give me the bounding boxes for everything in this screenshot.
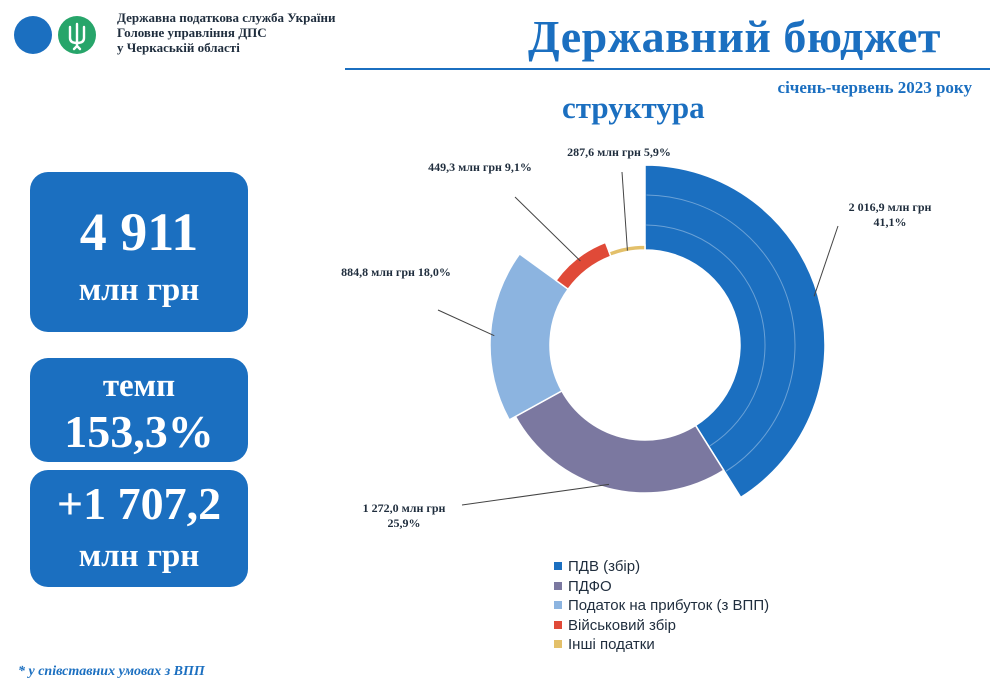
- legend-label-pdfo: ПДФО: [568, 577, 612, 595]
- leader-line-military: [514, 196, 581, 262]
- legend-item-pdv: ПДВ (збір): [554, 557, 769, 577]
- legend-label-military: Військовий збір: [568, 616, 676, 634]
- legend-swatch-military: [554, 620, 562, 629]
- slice-other: [608, 244, 646, 258]
- org-name-line1: Державна податкова служба України: [117, 10, 336, 25]
- leader-line-profit: [437, 309, 495, 337]
- chart-legend: ПДВ (збір) ПДФО Податок на прибуток (з ВПП…: [554, 557, 769, 655]
- total-revenue-value: 4 911: [79, 202, 199, 262]
- leader-line-other: [621, 171, 628, 251]
- period-label: січень-червень 2023 року: [777, 78, 972, 97]
- data-label-other: 287,6 млн грн 5,9%: [567, 145, 671, 159]
- org-name-line2: Головне управління ДПС: [117, 25, 267, 40]
- data-label-pdv: 2 016,9 млн грн: [849, 200, 932, 214]
- legend-swatch-pdv: [554, 562, 562, 570]
- data-label-pdfo-percent: 25,9%: [388, 516, 421, 530]
- legend-swatch-profit: [554, 601, 562, 609]
- leader-line-pdfo: [461, 483, 610, 506]
- slice-pdfo: [514, 389, 725, 494]
- legend-item-military: Військовий збір: [554, 616, 769, 636]
- dps-logo-circle: [14, 16, 52, 54]
- legend-swatch-other: [554, 640, 562, 648]
- data-label-profit: 884,8 млн грн 18,0%: [341, 265, 451, 279]
- growth-rate-tile: темп 153,3%: [30, 358, 248, 462]
- trident-emblem-icon: [58, 16, 96, 54]
- title-divider: [345, 68, 990, 70]
- data-label-military: 449,3 млн грн 9,1%: [428, 160, 532, 174]
- slice-pdv: [644, 164, 826, 499]
- growth-rate-label: темп: [102, 368, 176, 404]
- legend-label-pdv: ПДВ (збір): [568, 558, 641, 575]
- total-revenue-unit: млн грн: [78, 272, 200, 308]
- total-revenue-tile: 4 911 млн грн: [30, 172, 248, 332]
- legend-item-profit: Податок на прибуток (з ВПП): [554, 596, 769, 616]
- leader-line-pdv: [813, 225, 839, 297]
- increase-value: +1 707,2: [56, 478, 222, 529]
- legend-swatch-pdfo: [554, 581, 562, 590]
- slice-profit: [489, 252, 570, 421]
- growth-rate-value: 153,3%: [64, 406, 214, 457]
- legend-item-other: Інші податки: [554, 635, 769, 655]
- chart-subtitle: структура: [562, 90, 705, 125]
- slice-pdv-band-2: [646, 194, 796, 472]
- org-name-line3: у Черкаській області: [117, 40, 240, 55]
- data-label-pdv-percent: 41,1%: [874, 215, 907, 229]
- slice-pdv-band-1: [646, 224, 766, 447]
- slice-military: [554, 241, 612, 291]
- legend-label-profit: Податок на прибуток (з ВПП): [568, 597, 770, 614]
- footnote: * у співставних умовах з ВПП: [18, 664, 205, 679]
- page-title: Державний бюджет: [528, 11, 941, 62]
- data-label-pdfo: 1 272,0 млн грн: [363, 501, 446, 515]
- increase-unit: млн грн: [78, 538, 200, 574]
- legend-item-pdfo: ПДФО: [554, 577, 769, 597]
- increase-tile: +1 707,2 млн грн: [30, 470, 248, 587]
- legend-label-other: Інші податки: [568, 636, 655, 653]
